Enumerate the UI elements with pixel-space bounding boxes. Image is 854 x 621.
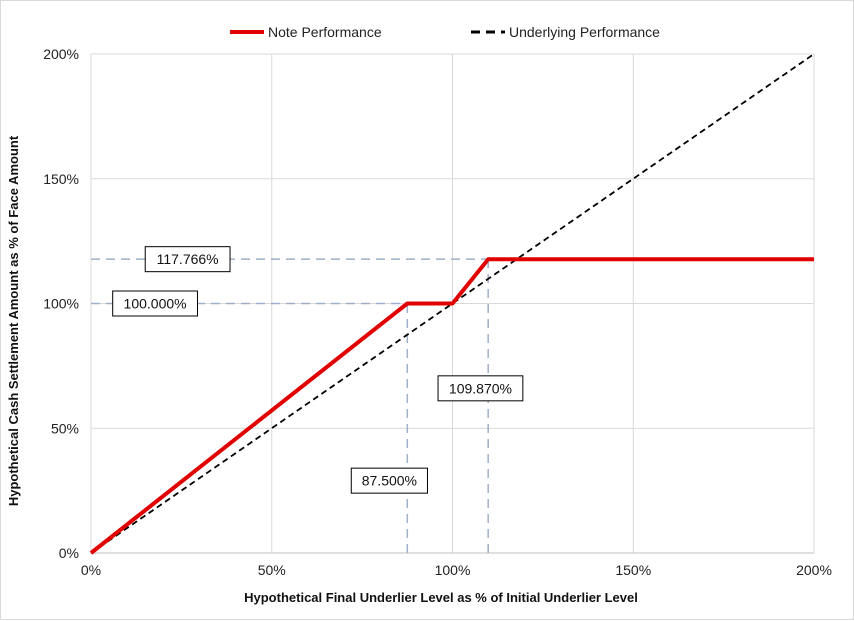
legend-label: Note Performance	[268, 24, 382, 40]
x-tick-label: 200%	[796, 562, 832, 578]
callout: 100.000%	[112, 290, 198, 317]
x-tick-label: 50%	[258, 562, 286, 578]
x-axis-title: Hypothetical Final Underlier Level as % …	[244, 590, 638, 605]
callout: 117.766%	[144, 246, 231, 273]
y-tick-label: 50%	[51, 420, 79, 436]
series-note-line	[89, 257, 814, 555]
callout-box	[437, 375, 524, 402]
y-tick-label: 0%	[59, 545, 79, 561]
callout-label: 87.500%	[362, 473, 417, 489]
x-tick-label: 150%	[615, 562, 651, 578]
callout: 87.500%	[350, 467, 428, 494]
legend-item: Note Performance	[230, 24, 382, 40]
x-tick-label: 0%	[81, 562, 101, 578]
legend: Note Performance Underlying Performance	[230, 24, 660, 40]
y-tick-label: 200%	[43, 46, 79, 62]
y-tick-label: 100%	[43, 296, 79, 312]
callout-label: 109.870%	[449, 380, 512, 396]
y-axis-title: Hypothetical Cash Settlement Amount as %…	[6, 135, 21, 506]
series-lines	[89, 53, 815, 555]
callout-box	[350, 467, 428, 494]
callout: 109.870%	[437, 375, 524, 402]
callout-label: 117.766%	[157, 251, 219, 267]
tick-labels: 0% 50% 100% 150% 200% 0% 50% 100% 150% 200%	[43, 46, 832, 578]
callout-box	[144, 246, 231, 273]
callout-label: 100.000%	[124, 296, 187, 312]
y-tick-label: 150%	[43, 171, 79, 187]
x-tick-label: 100%	[435, 562, 471, 578]
legend-label: Underlying Performance	[509, 24, 660, 40]
callouts: 117.766% 100.000% 109.870% 87.500%	[112, 246, 524, 494]
legend-item: Underlying Performance	[471, 24, 660, 40]
callout-box	[112, 290, 198, 317]
series-underlying-line	[90, 53, 815, 554]
